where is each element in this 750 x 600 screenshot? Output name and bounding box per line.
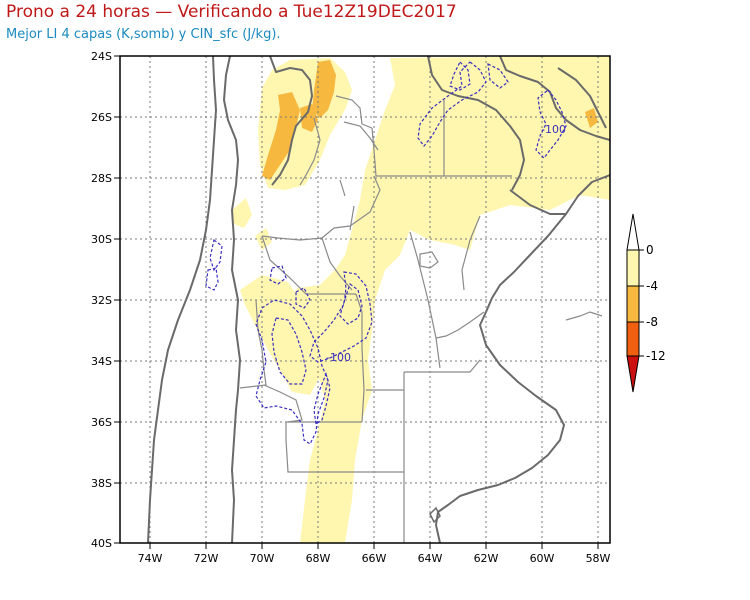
lat-label: 24S <box>91 50 112 63</box>
lon-label: 64W <box>418 552 443 565</box>
colorbar-label: -4 <box>646 279 658 293</box>
lon-label: 62W <box>474 552 499 565</box>
lat-label: 36S <box>91 416 112 429</box>
colorbar-top-arrow <box>626 213 640 251</box>
lon-label: 58W <box>586 552 611 565</box>
lat-label: 26S <box>91 111 112 124</box>
lat-label: 34S <box>91 355 112 368</box>
lat-label: 38S <box>91 477 112 490</box>
lon-label: 70W <box>250 552 275 565</box>
colorbar-bottom-arrow <box>626 355 640 393</box>
lat-axis: 24S 26S 28S 30S 32S 34S 36S 38S 40S <box>91 50 120 550</box>
colorbar: 0 -4 -8 -12 <box>626 213 666 393</box>
lon-label: 72W <box>194 552 219 565</box>
islands <box>429 506 441 524</box>
plot-area: -100 -100 <box>120 56 610 543</box>
contour-label: -100 <box>326 351 351 364</box>
lat-label: 30S <box>91 233 112 246</box>
province-borders <box>239 95 603 543</box>
colorbar-segment-8-to-12 <box>626 321 640 357</box>
colorbar-label: -12 <box>646 349 666 363</box>
lat-label: 40S <box>91 537 112 550</box>
map-title: Prono a 24 horas — Verificando a Tue12Z1… <box>6 2 457 22</box>
lon-label: 74W <box>138 552 163 565</box>
lat-label: 32S <box>91 294 112 307</box>
contour-label: -100 <box>541 123 566 136</box>
li-shading-orange <box>262 60 598 180</box>
colorbar-label: -8 <box>646 315 658 329</box>
map-subtitle: Mejor LI 4 capas (K,somb) y CIN_sfc (J/k… <box>6 27 281 42</box>
colorbar-segment-4-to-8 <box>626 285 640 323</box>
lon-label: 60W <box>530 552 555 565</box>
coastlines <box>147 56 610 543</box>
colorbar-label: 0 <box>646 243 654 257</box>
lon-axis: 74W 72W 70W 68W 66W 64W 62W 60W 58W <box>138 543 611 565</box>
contour-labels: -100 -100 <box>326 123 566 364</box>
lon-label: 68W <box>306 552 331 565</box>
colorbar-segment-0-to-4 <box>626 249 640 287</box>
lon-label: 66W <box>362 552 387 565</box>
grid-lines <box>120 56 610 543</box>
cin-contours <box>205 60 567 445</box>
lat-label: 28S <box>91 172 112 185</box>
